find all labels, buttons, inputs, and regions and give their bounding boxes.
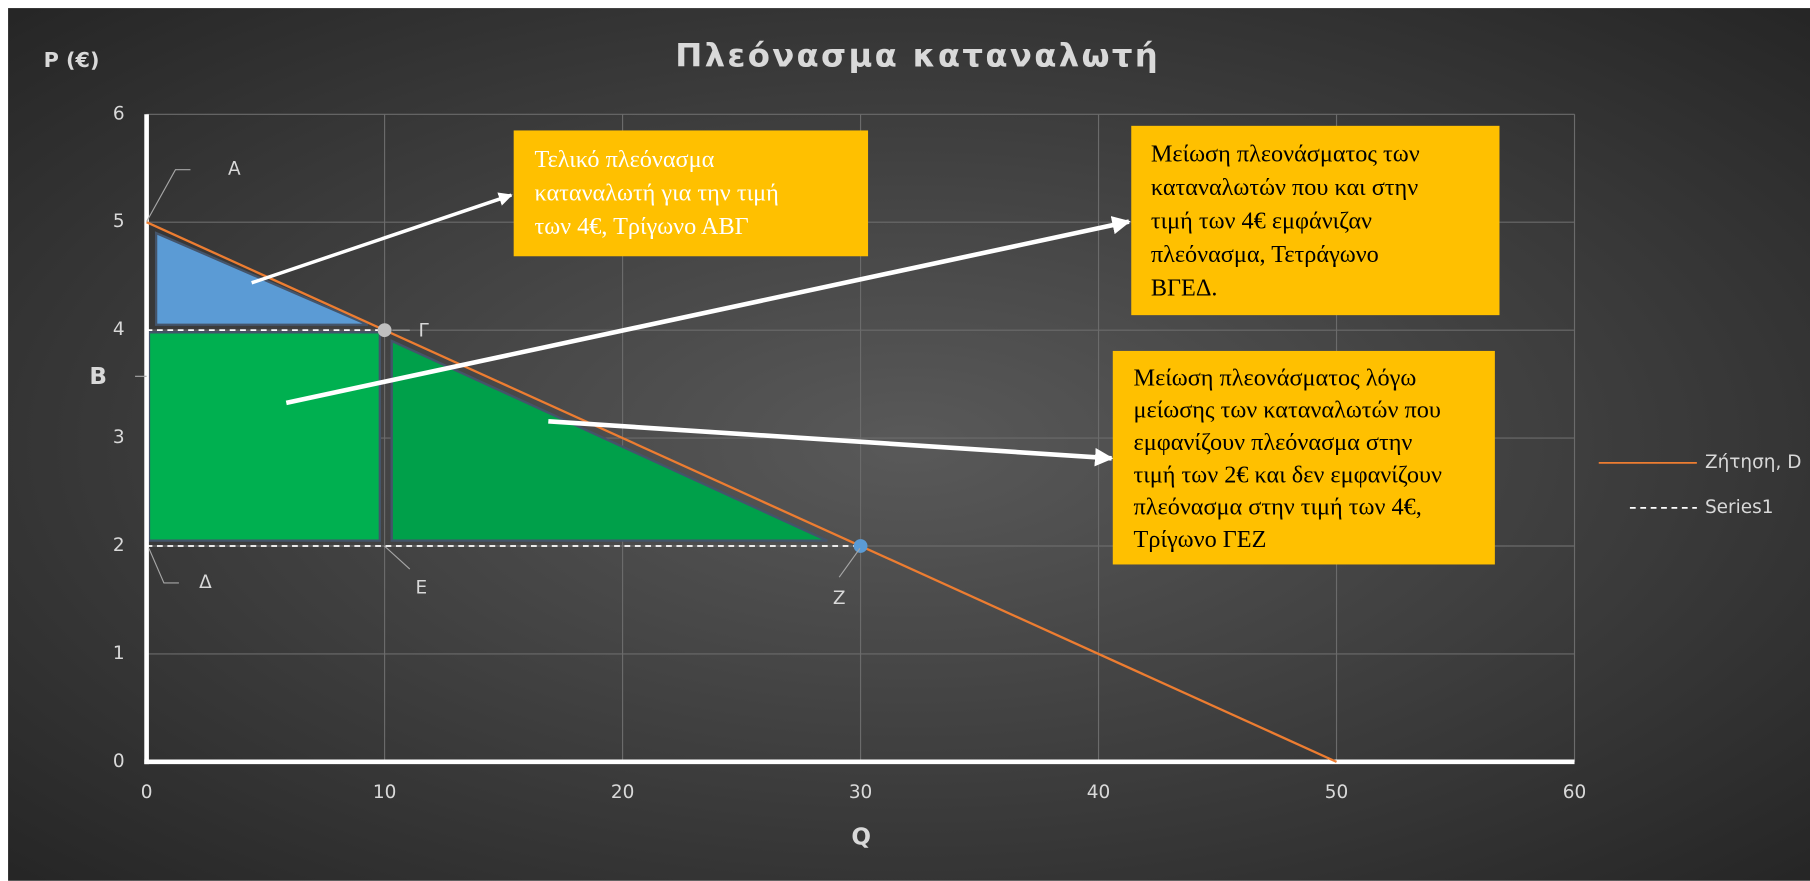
annotation-text: καταναλωτών που και στην — [1151, 174, 1418, 201]
annotation-text: μείωσης των καταναλωτών που — [1134, 397, 1441, 424]
leader-line — [148, 548, 179, 584]
area-gez — [390, 339, 828, 542]
point-label: Ζ — [833, 588, 846, 609]
annotation-text: Μείωση πλεονάσματος λόγω — [1134, 364, 1417, 391]
legend-label: Series1 — [1705, 497, 1774, 518]
annotation-text: καταναλωτή για την τιμή — [534, 180, 778, 207]
annotation-text: ΒΓΕΔ. — [1151, 274, 1218, 301]
leader-line — [384, 545, 411, 570]
arrow — [251, 192, 513, 285]
y-tick-label: 1 — [113, 643, 125, 664]
point-label: Γ — [419, 320, 430, 341]
x-tick-label: 0 — [141, 782, 153, 803]
series-marker — [853, 539, 868, 553]
series-marker — [377, 323, 392, 338]
annotation-text: Τρίγωνο ΓΕΖ — [1134, 526, 1267, 553]
annotation-text: Μείωση πλεονάσματος των — [1151, 140, 1420, 167]
annotation-text: τιμή των 4€ εμφάνιζαν — [1151, 207, 1372, 234]
point-label: Β — [89, 364, 107, 390]
annotation-text: Τελικό πλεόνασμα — [534, 146, 714, 173]
area-bged — [147, 331, 381, 542]
y-tick-label: 2 — [113, 535, 125, 556]
annotation-text: πλεόνασμα, Τετράγωνο — [1151, 241, 1379, 268]
point-label: Α — [228, 159, 241, 180]
series-line — [146, 221, 1338, 763]
point-label: Ε — [415, 578, 427, 599]
annotation-box — [513, 130, 869, 257]
leader-line — [146, 169, 191, 222]
annotation-box — [1112, 350, 1495, 565]
arrow — [548, 419, 1114, 467]
x-tick-label: 40 — [1087, 782, 1110, 803]
y-tick-label: 3 — [113, 427, 125, 448]
x-axis-label: Q — [851, 825, 871, 851]
y-axis-label: P (€) — [44, 48, 100, 72]
x-tick-label: 30 — [849, 782, 872, 803]
point-label: Δ — [199, 572, 212, 593]
annotation-text: εμφανίζουν πλεόνασμα στην — [1134, 429, 1413, 456]
x-tick-label: 60 — [1563, 782, 1586, 803]
leader-line — [838, 547, 861, 578]
y-tick-label: 0 — [113, 751, 125, 772]
annotation-box — [1131, 125, 1500, 316]
y-tick-label: 4 — [113, 319, 125, 340]
arrow — [285, 216, 1131, 406]
y-tick-label: 6 — [113, 103, 125, 124]
x-tick-label: 50 — [1325, 782, 1348, 803]
legend-label: Ζήτηση, D — [1705, 452, 1801, 473]
y-tick-label: 5 — [113, 211, 125, 232]
annotation-text: τιμή των 2€ και δεν εμφανίζουν — [1134, 461, 1442, 488]
chart-title: Πλεόνασμα καταναλωτή — [675, 37, 1160, 75]
x-tick-label: 20 — [611, 782, 634, 803]
annotation-text: πλεόνασμα στην τιμή των 4€, — [1134, 494, 1422, 521]
annotation-text: των 4€, Τρίγωνο ΑΒΓ — [534, 213, 748, 240]
x-tick-label: 10 — [373, 782, 396, 803]
